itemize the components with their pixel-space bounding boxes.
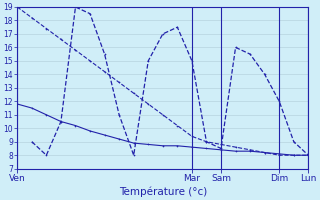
X-axis label: Température (°c): Température (°c) — [119, 186, 207, 197]
